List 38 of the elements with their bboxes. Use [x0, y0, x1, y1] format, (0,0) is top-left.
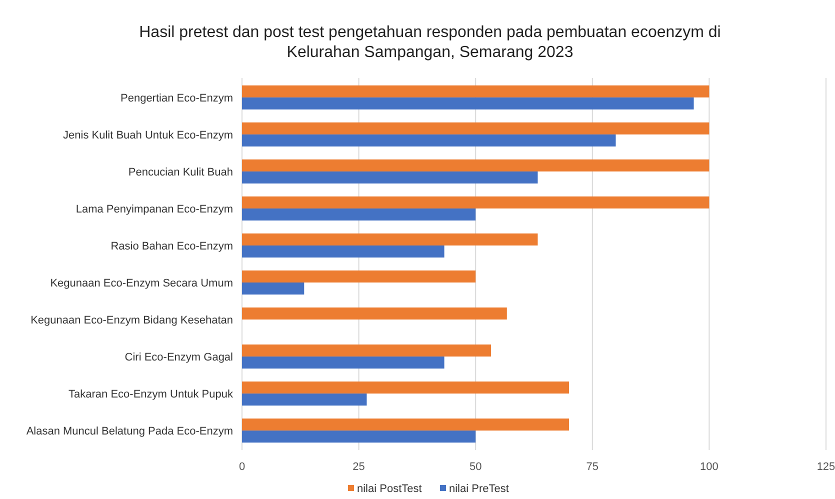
bar [242, 344, 492, 357]
x-tick-label: 0 [238, 461, 246, 473]
bar [242, 196, 710, 208]
bar [242, 270, 476, 283]
bar [242, 208, 476, 221]
x-tick-label: 25 [352, 461, 365, 473]
x-tick-label: 50 [469, 461, 482, 473]
y-tick-label: Pengertian Eco-Enzym [120, 92, 233, 104]
bar [242, 122, 710, 134]
bar [242, 233, 538, 246]
bar [242, 418, 570, 431]
bar [242, 307, 507, 320]
bar [242, 394, 367, 406]
y-tick-label: Kegunaan Eco-Enzym Bidang Kesehatan [30, 314, 233, 327]
bar [242, 382, 570, 394]
y-tick-label: Kegunaan Eco-Enzym Secara Umum [50, 278, 233, 290]
bar [242, 282, 304, 295]
x-tick-label: 125 [816, 461, 835, 473]
y-tick-label: Pencucian Kulit Buah [128, 166, 233, 178]
y-tick-label: Ciri Eco-Enzym Gagal [124, 352, 233, 364]
y-tick-label: Takaran Eco-Enzym Untuk Pupuk [68, 388, 234, 401]
bar [242, 356, 444, 369]
y-tick-label: Alasan Muncul Belatung Pada Eco-Enzym [26, 426, 233, 438]
legend-label: nilai PreTest [449, 483, 509, 495]
x-tick-label: 100 [700, 461, 718, 473]
legend-label: nilai PostTest [357, 483, 422, 495]
bar [242, 245, 444, 258]
bar [242, 134, 616, 146]
bar [242, 430, 476, 443]
chart-title: Hasil pretest dan post test pengetahuan responden pada pembuatan ecoenzym di Kelurahan Sampangan, Semarang 2023 [139, 24, 721, 61]
bar [242, 171, 538, 184]
y-tick-label: Rasio Bahan Eco-Enzym [110, 240, 233, 252]
y-tick-label: Jenis Kulit Buah Untuk Eco-Enzym [63, 129, 233, 142]
x-tick-label: 75 [586, 461, 599, 473]
y-tick-label: Lama Penyimpanan Eco-Enzym [76, 203, 233, 216]
bar [242, 97, 694, 110]
bar [242, 159, 710, 172]
bar [242, 85, 710, 98]
